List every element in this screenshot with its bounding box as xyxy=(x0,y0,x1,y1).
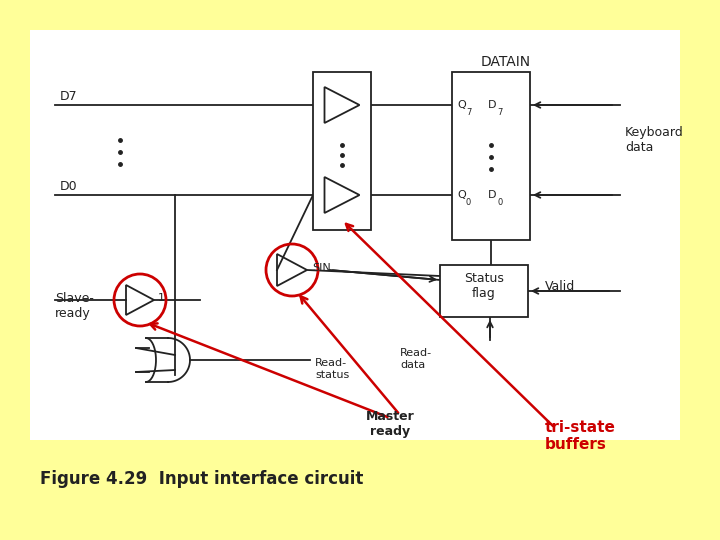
Text: Figure 4.29  Input interface circuit: Figure 4.29 Input interface circuit xyxy=(40,470,364,488)
Text: Q: Q xyxy=(457,100,466,110)
Bar xyxy=(440,265,528,317)
Bar xyxy=(313,72,371,230)
Text: DATAIN: DATAIN xyxy=(481,55,531,69)
Text: Read-
status: Read- status xyxy=(315,358,349,380)
Text: 7: 7 xyxy=(497,108,503,117)
Text: Read-
data: Read- data xyxy=(400,348,432,369)
Text: D7: D7 xyxy=(60,90,78,103)
Text: Q: Q xyxy=(457,190,466,200)
Text: tri-state
buffers: tri-state buffers xyxy=(545,420,616,453)
Text: Keyboard
data: Keyboard data xyxy=(625,126,684,154)
Text: 1: 1 xyxy=(158,293,165,303)
Text: Status
flag: Status flag xyxy=(464,272,504,300)
Text: D: D xyxy=(488,100,497,110)
Text: Valid: Valid xyxy=(545,280,575,294)
Text: 0: 0 xyxy=(466,198,472,207)
Text: Master
ready: Master ready xyxy=(366,410,415,438)
Text: SIN: SIN xyxy=(312,263,330,273)
Bar xyxy=(30,30,680,440)
Text: 7: 7 xyxy=(466,108,472,117)
Bar xyxy=(452,72,530,240)
Text: Slave-
ready: Slave- ready xyxy=(55,292,94,320)
Text: D: D xyxy=(488,190,497,200)
Text: D0: D0 xyxy=(60,180,78,193)
Text: 0: 0 xyxy=(497,198,503,207)
